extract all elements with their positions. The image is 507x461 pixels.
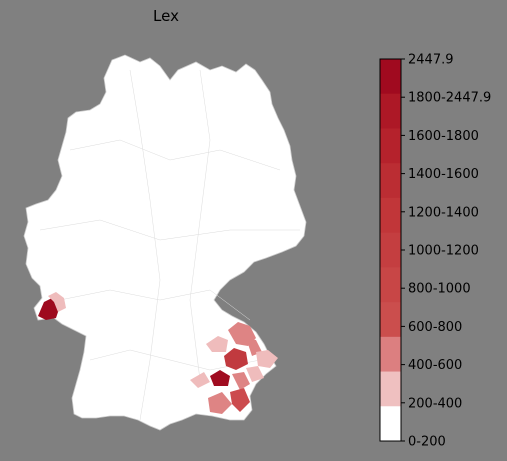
germany-outline bbox=[23, 54, 307, 431]
colorbar-band bbox=[380, 302, 401, 338]
map-title: Lex bbox=[153, 7, 179, 25]
region-bavaria-mid-b bbox=[246, 338, 262, 356]
colorbar-tick-label: 1600-1800 bbox=[408, 129, 479, 144]
district-borders bbox=[39, 69, 300, 421]
colorbar-band bbox=[380, 163, 401, 199]
colorbar-tick-label: 1200-1400 bbox=[408, 205, 479, 220]
colorbar-tick-label: 800-1000 bbox=[408, 282, 471, 297]
region-west-dark bbox=[38, 298, 60, 320]
colorbar-tick-label: 200-400 bbox=[408, 396, 462, 411]
region-west-light bbox=[48, 292, 66, 312]
region-bavaria-light-d bbox=[190, 372, 210, 388]
colorbar-band bbox=[380, 93, 401, 129]
region-bavaria-mid-c bbox=[232, 372, 250, 390]
colorbar-band bbox=[380, 371, 401, 407]
colorbar-band bbox=[380, 59, 401, 95]
colorbar-tick-label: 1800-2447.9 bbox=[408, 91, 491, 106]
region-bavaria-mid-d bbox=[208, 392, 232, 414]
colorbar-tick-label: 1400-1600 bbox=[408, 167, 479, 182]
colorbar: 2447.9 1800-2447.9 1600-1800 1400-1600 1200-… bbox=[379, 53, 491, 450]
region-bavaria-dark-c bbox=[230, 388, 250, 412]
region-bavaria-light-a bbox=[206, 336, 228, 352]
colorbar-band bbox=[380, 267, 401, 303]
colorbar-band bbox=[380, 336, 401, 373]
colorbar-band bbox=[380, 232, 401, 268]
colorbar-band bbox=[380, 197, 401, 234]
colorbar-tick-label: 1000-1200 bbox=[408, 244, 479, 259]
colorbar-tick-label: 0-200 bbox=[408, 435, 446, 450]
colorbar-tick-label: 600-800 bbox=[408, 320, 462, 335]
region-bavaria-light-c bbox=[246, 366, 264, 382]
region-bavaria-dark-a bbox=[224, 348, 248, 370]
region-bavaria-light-b bbox=[256, 350, 278, 368]
colorbar-band bbox=[380, 128, 401, 164]
region-bavaria-dark-b bbox=[210, 370, 230, 386]
colorbar-tick-label: 2447.9 bbox=[408, 53, 454, 68]
colorbar-tick-label: 400-600 bbox=[408, 358, 462, 373]
colorbar-band bbox=[380, 406, 401, 442]
